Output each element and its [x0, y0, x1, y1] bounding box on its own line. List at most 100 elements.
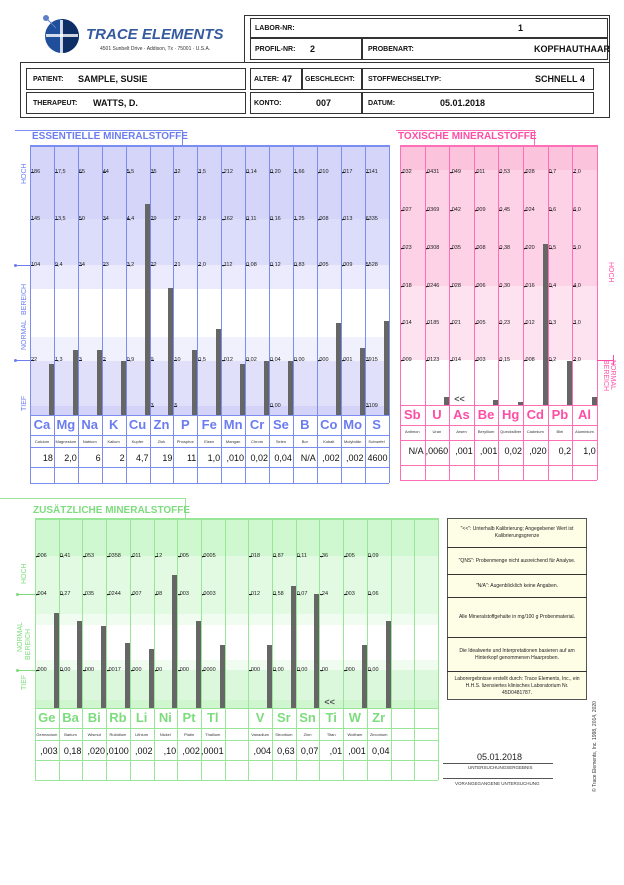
patient-label: PATIENT: [33, 76, 64, 83]
tick-mark [102, 172, 106, 173]
element-symbol: Mo [343, 417, 363, 432]
level-bar-pb [567, 360, 573, 405]
element-name: Arsen [456, 429, 467, 434]
scale-tick: 6,0 [573, 207, 581, 213]
tick-mark [548, 248, 552, 249]
scale-tick: 32 [174, 169, 181, 175]
element-symbol: Tl [206, 710, 219, 725]
normal-range-marker [15, 360, 30, 361]
tick-mark [474, 286, 478, 287]
tick-mark [344, 670, 348, 671]
scale-tick: ,001 [341, 357, 353, 363]
scale-tick: 3,5 [198, 169, 206, 175]
scale-tick: ,012 [249, 591, 261, 597]
tick-mark [524, 360, 527, 361]
tick-mark [102, 219, 106, 220]
element-result: 1,0 [207, 453, 221, 463]
scale-tick: 0,16 [270, 216, 281, 222]
element-name: Cadmium [526, 429, 544, 434]
column-divider [269, 145, 270, 483]
tick-mark [425, 286, 429, 287]
zone-band [30, 265, 389, 289]
column-divider [153, 518, 155, 780]
level-bar-p [192, 350, 198, 415]
tick-mark [296, 670, 300, 671]
scale-tick: ,011 [130, 553, 142, 559]
scale-tick: 0,3 [548, 320, 557, 326]
scale-tick: ,049 [450, 169, 461, 175]
column-divider [366, 518, 368, 780]
column-divider [245, 145, 247, 483]
element-name: Antimon [404, 429, 420, 434]
element-result: N/A [408, 446, 424, 456]
column-divider [400, 145, 401, 480]
element-symbol: Pt [182, 710, 196, 725]
scale-tick: ,0005 [201, 553, 216, 559]
scale-tick: ,023 [401, 245, 412, 251]
tick-mark [178, 556, 182, 557]
tick-mark [293, 219, 297, 220]
row-divider [30, 435, 389, 436]
logo-text: TRACE ELEMENTS [86, 26, 224, 43]
element-symbol: Cr [249, 417, 265, 432]
column-divider [572, 145, 574, 480]
datum-label: DATUM: [368, 100, 396, 107]
element-symbol: Cd [526, 407, 544, 422]
level-bar-sr [290, 586, 296, 708]
level-bar-tl [219, 645, 225, 708]
column-divider [473, 145, 475, 480]
element-result: ,002 [322, 453, 340, 463]
zone-band [35, 625, 438, 660]
element-name: Barium [64, 732, 77, 737]
scale-tick: 1,66 [293, 169, 305, 175]
scale-tick: 4,4 [126, 216, 135, 222]
scale-tick: ,0185 [425, 320, 440, 326]
datum-field [362, 92, 594, 114]
scale-tick: 0,15 [499, 357, 511, 363]
tick-mark [425, 248, 429, 249]
result-label: UNTERSUCHUNGSERGEBNIS [468, 765, 533, 770]
scale-tick: ,008 [474, 245, 486, 251]
tick-mark [293, 265, 297, 266]
tick-mark [150, 265, 154, 266]
element-name: Thallium [205, 732, 221, 737]
element-name: Molybdän [343, 439, 362, 444]
scale-tick: 34 [78, 262, 85, 268]
tick-mark [130, 556, 134, 557]
tick-mark [425, 323, 429, 324]
zone-band [35, 556, 438, 614]
row-divider [30, 447, 389, 448]
panel-title: TOXISCHE MINERALSTOFFE [398, 131, 537, 142]
tick-mark [296, 556, 300, 557]
element-name: Rubidium [109, 732, 127, 737]
marker-dot [16, 593, 19, 596]
tick-mark [78, 172, 82, 173]
level-bar-mn [240, 363, 246, 415]
legend-interpretation: Die Idealwerte und Interpretationen basi… [447, 638, 587, 672]
zone-band [30, 406, 389, 415]
scale-tick: 1,25 [293, 216, 305, 222]
panel-title: ZUSÄTZLICHE MINERALSTOFFE [33, 505, 191, 516]
scale-tick: 0,41 [59, 553, 71, 559]
element-result: ,020 [87, 746, 106, 756]
scale-tick: ,018 [249, 553, 261, 559]
tick-mark [78, 219, 82, 220]
level-bar-mo [359, 347, 365, 415]
element-result: 11 [186, 453, 197, 463]
zone-label-bereich: BEREICH [25, 628, 32, 660]
below-calibration-marker: << [324, 697, 335, 707]
therapeut-field [26, 92, 246, 114]
scale-tick: ,006 [474, 283, 486, 289]
scale-tick: 0,83 [293, 262, 305, 268]
element-symbol: Sn [299, 710, 316, 725]
element-name: Blei [556, 429, 564, 434]
element-result: 4,7 [135, 453, 149, 463]
zone-band [35, 660, 438, 670]
scale-tick: ,0369 [425, 207, 440, 213]
scale-tick: 23 [102, 262, 109, 268]
scale-tick: 0,87 [273, 553, 284, 559]
labor-nr-value: 1 [518, 23, 524, 33]
element-result: ,002 [346, 453, 364, 463]
title-tab-line [396, 130, 534, 131]
tick-mark [150, 406, 154, 407]
